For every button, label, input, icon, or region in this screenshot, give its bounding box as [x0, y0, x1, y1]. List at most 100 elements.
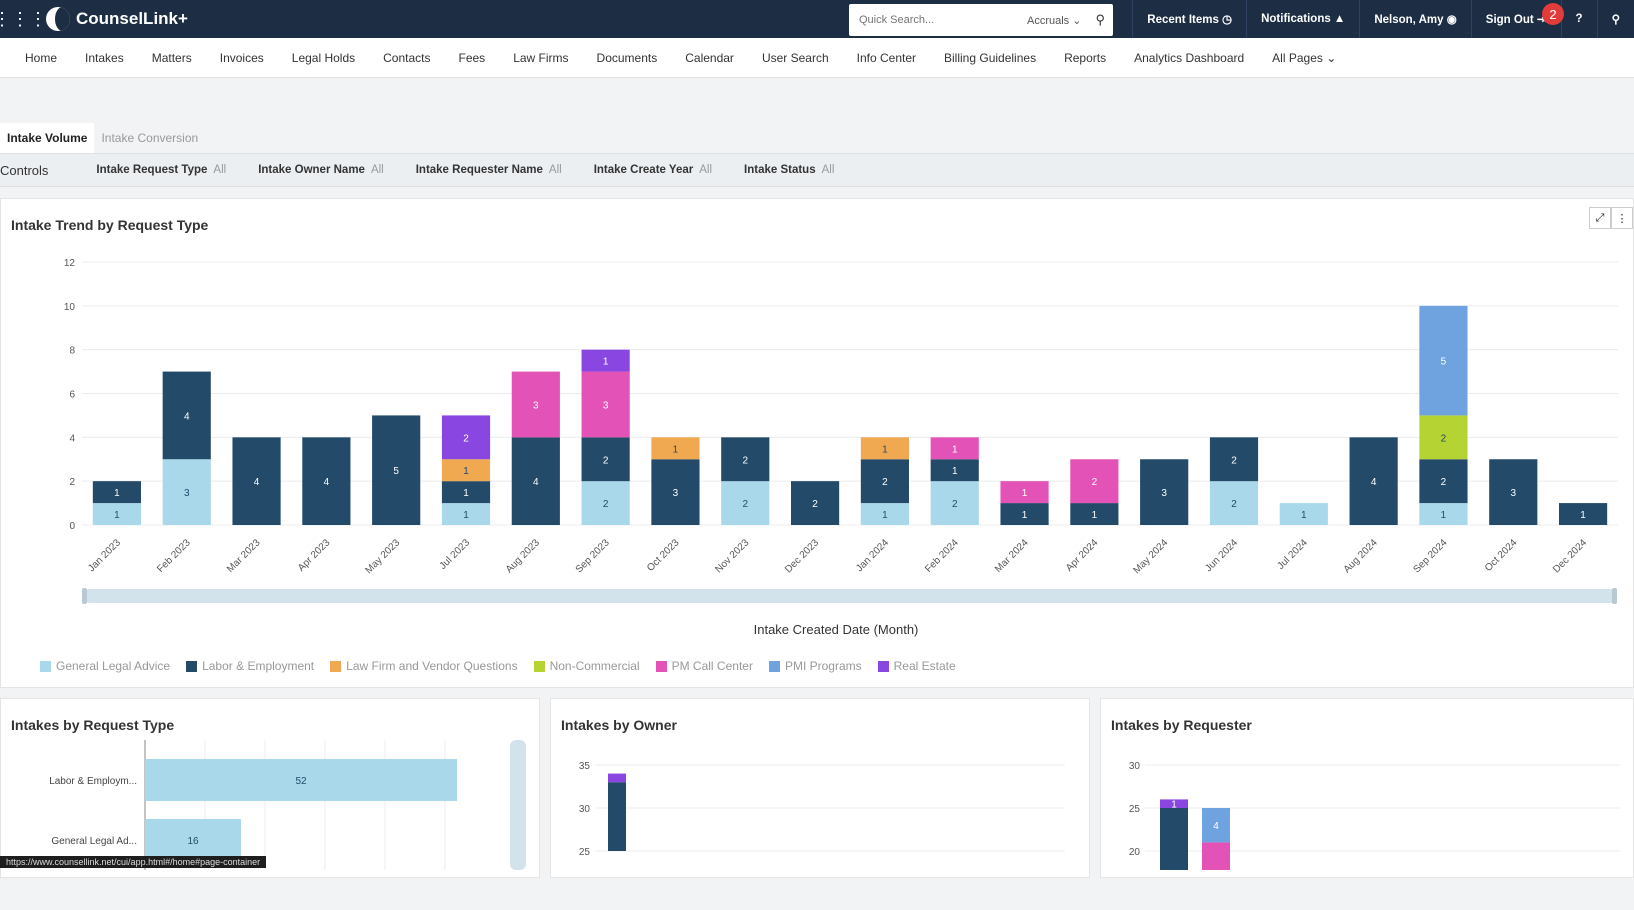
- data-label: 2: [1231, 499, 1237, 510]
- nav-item-home[interactable]: Home: [25, 50, 58, 65]
- nav-item-fees[interactable]: Fees: [458, 50, 486, 65]
- x-tick-label: Apr 2024: [1064, 537, 1101, 574]
- data-label: 4: [1213, 821, 1219, 832]
- data-label: 1: [463, 510, 469, 521]
- bar-segment: [1279, 503, 1328, 525]
- nav-item-intakes[interactable]: Intakes: [85, 50, 124, 65]
- nav-item-info-center[interactable]: Info Center: [856, 50, 917, 65]
- user-menu-button[interactable]: Nelson, Amy ◉: [1359, 0, 1470, 38]
- recent-items-button[interactable]: Recent Items ◷: [1132, 0, 1246, 38]
- data-label: 5: [393, 466, 399, 477]
- nav-item-legal-holds[interactable]: Legal Holds: [291, 50, 356, 65]
- x-tick-label: Dec 2023: [783, 537, 821, 575]
- chart-title: Intake Trend by Request Type: [11, 217, 209, 233]
- bar-segment: [1000, 481, 1049, 504]
- data-label: 4: [1371, 477, 1377, 488]
- app-grid-icon[interactable]: ⋮⋮⋮: [0, 8, 47, 29]
- data-label: 2: [463, 433, 469, 444]
- main-nav: Home Intakes Matters Invoices Legal Holds Con…: [0, 38, 1634, 78]
- data-label: 2: [1231, 455, 1237, 466]
- filter-request-type[interactable]: Intake Request Type All: [96, 164, 226, 176]
- expand-icon[interactable]: ⤢: [1589, 207, 1611, 229]
- legend-item[interactable]: Law Firm and Vendor Questions: [330, 659, 518, 673]
- brand-mark-icon: [46, 7, 70, 31]
- bar: [145, 759, 457, 801]
- data-label: 1: [114, 488, 120, 499]
- intakes-by-requester-chart: 20 25 30 1 4: [1129, 761, 1620, 870]
- nav-item-all-pages[interactable]: All Pages ⌄: [1272, 50, 1337, 65]
- bar-segment: [1419, 415, 1468, 460]
- x-tick-label: May 2024: [1131, 537, 1170, 576]
- filter-create-year[interactable]: Intake Create Year All: [594, 164, 712, 176]
- legend-item[interactable]: Labor & Employment: [186, 659, 314, 673]
- bar-segment: [162, 459, 211, 525]
- filter-status[interactable]: Intake Status All: [744, 164, 834, 176]
- x-tick-label: Oct 2024: [1483, 537, 1520, 574]
- legend-item[interactable]: PMI Programs: [768, 659, 862, 673]
- bar-segment: [1070, 503, 1119, 525]
- nav-item-calendar[interactable]: Calendar: [685, 50, 734, 65]
- search-scope-dropdown[interactable]: Accruals ⌄: [1027, 14, 1082, 27]
- tab-intake-conversion[interactable]: Intake Conversion: [101, 131, 199, 145]
- chart-title: Intakes by Requester: [1111, 717, 1252, 733]
- nav-item-invoices[interactable]: Invoices: [219, 50, 264, 65]
- bar-segment: [608, 782, 626, 851]
- search-input[interactable]: [859, 14, 1019, 26]
- range-slider: [84, 589, 1616, 603]
- controls-bar: Controls Intake Request Type All Intake O…: [0, 153, 1634, 187]
- intakes-by-owner-chart: 25 30 35: [579, 761, 1065, 858]
- x-tick-label: Aug 2023: [504, 537, 542, 575]
- x-tick-label: Jul 2024: [1275, 537, 1310, 572]
- nav-item-documents[interactable]: Documents: [596, 50, 658, 65]
- data-label: 4: [324, 477, 330, 488]
- bar-segment: [441, 481, 491, 504]
- data-label: 3: [1161, 488, 1167, 499]
- category-label: Labor & Employm...: [49, 776, 137, 787]
- sign-out-button[interactable]: Sign Out ⇥: [1470, 0, 1561, 38]
- bar-segment: [721, 481, 770, 525]
- tab-intake-volume[interactable]: Intake Volume: [0, 123, 95, 155]
- nav-item-user-search[interactable]: User Search: [761, 50, 829, 65]
- data-label: 3: [533, 400, 539, 411]
- bar-segment: [1559, 503, 1608, 525]
- data-label: 2: [1092, 477, 1098, 488]
- x-tick-label: Jan 2024: [854, 537, 891, 574]
- more-options-icon[interactable]: ⋮: [1611, 207, 1633, 229]
- filter-requester-name[interactable]: Intake Requester Name All: [416, 164, 562, 176]
- bar-segment: [232, 437, 281, 525]
- legend-item[interactable]: Real Estate: [877, 659, 956, 673]
- bar-segment: [791, 481, 840, 525]
- nav-item-law-firms[interactable]: Law Firms: [513, 50, 569, 65]
- legend-item[interactable]: PM Call Center: [655, 659, 753, 673]
- x-tick-label: Jun 2024: [1203, 537, 1240, 574]
- nav-item-billing-guidelines[interactable]: Billing Guidelines: [944, 50, 1037, 65]
- nav-item-matters[interactable]: Matters: [151, 50, 192, 65]
- nav-item-analytics-dashboard[interactable]: Analytics Dashboard: [1134, 50, 1245, 65]
- legend-swatch: [186, 660, 198, 672]
- legend-label: Real Estate: [893, 659, 956, 673]
- filter-value: All: [213, 164, 227, 176]
- bar-segment: [1489, 459, 1538, 525]
- location-pin-button[interactable]: ⚲: [1596, 0, 1634, 38]
- bar-segment: [1209, 437, 1259, 482]
- bar-segment: [930, 481, 979, 525]
- filter-owner-name[interactable]: Intake Owner Name All: [258, 164, 384, 176]
- bar-segment: [581, 371, 630, 438]
- data-label: 1: [673, 444, 679, 455]
- legend-item[interactable]: General Legal Advice: [40, 659, 170, 673]
- x-tick-label: Apr 2023: [296, 537, 333, 574]
- legend-item[interactable]: Non-Commercial: [533, 659, 640, 673]
- brand-logo[interactable]: CounselLink+: [46, 7, 188, 31]
- scrollbar: [510, 740, 526, 870]
- bar-segment: [930, 437, 979, 460]
- search-icon[interactable]: ⚲: [1095, 12, 1105, 27]
- nav-item-reports[interactable]: Reports: [1064, 50, 1107, 65]
- data-label: 3: [184, 488, 190, 499]
- notifications-button[interactable]: Notifications ▲: [1246, 0, 1359, 38]
- x-tick-label: Mar 2023: [225, 537, 263, 575]
- help-button[interactable]: ?: [1560, 0, 1597, 38]
- data-label: 1: [1441, 510, 1447, 521]
- data-label: 1: [1301, 510, 1307, 521]
- nav-item-contacts[interactable]: Contacts: [383, 50, 431, 65]
- bar-segment: [441, 503, 491, 525]
